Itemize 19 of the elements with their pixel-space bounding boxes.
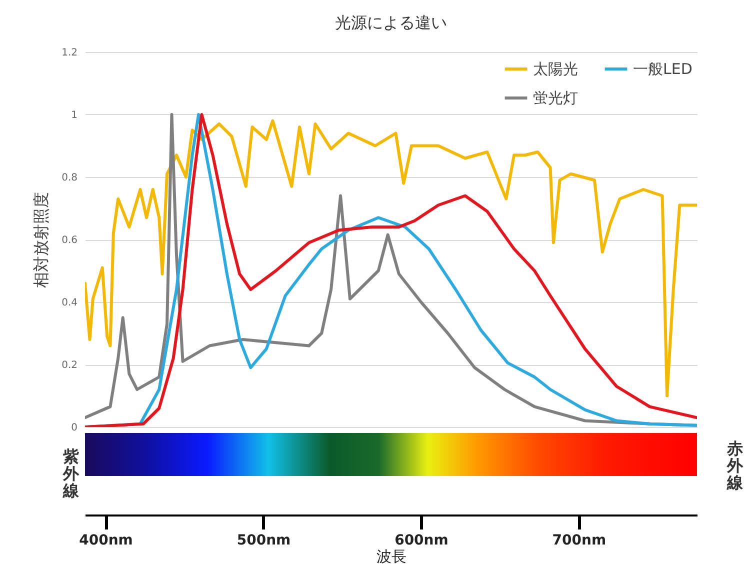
- x-axis-title: 波長: [376, 548, 406, 566]
- y-tick-label: 0: [71, 422, 78, 434]
- y-tick-label: 0.8: [62, 172, 78, 184]
- x-tick-label: 500nm: [236, 532, 291, 548]
- x-tick-label: 600nm: [394, 532, 448, 548]
- text: 赤外線: [726, 439, 744, 492]
- chart-title: 光源による違い: [335, 13, 447, 32]
- y-axis-title: 相対放射照度: [32, 192, 51, 288]
- y-tick-label: 1: [71, 110, 78, 121]
- legend-label: 太陽光: [533, 60, 578, 78]
- y-tick-label: 0.2: [62, 360, 78, 371]
- x-tick-label: 400nm: [79, 532, 133, 548]
- legend-label: 一般LED: [633, 60, 692, 78]
- y-tick-label: 1.2: [62, 48, 78, 58]
- text: 紫外線: [62, 447, 80, 500]
- y-tick-label: 0.6: [62, 235, 78, 246]
- x-tick-label: 700nm: [552, 532, 606, 548]
- legend-label: 蛍光灯: [533, 89, 578, 107]
- y-tick-label: 0.4: [62, 298, 78, 308]
